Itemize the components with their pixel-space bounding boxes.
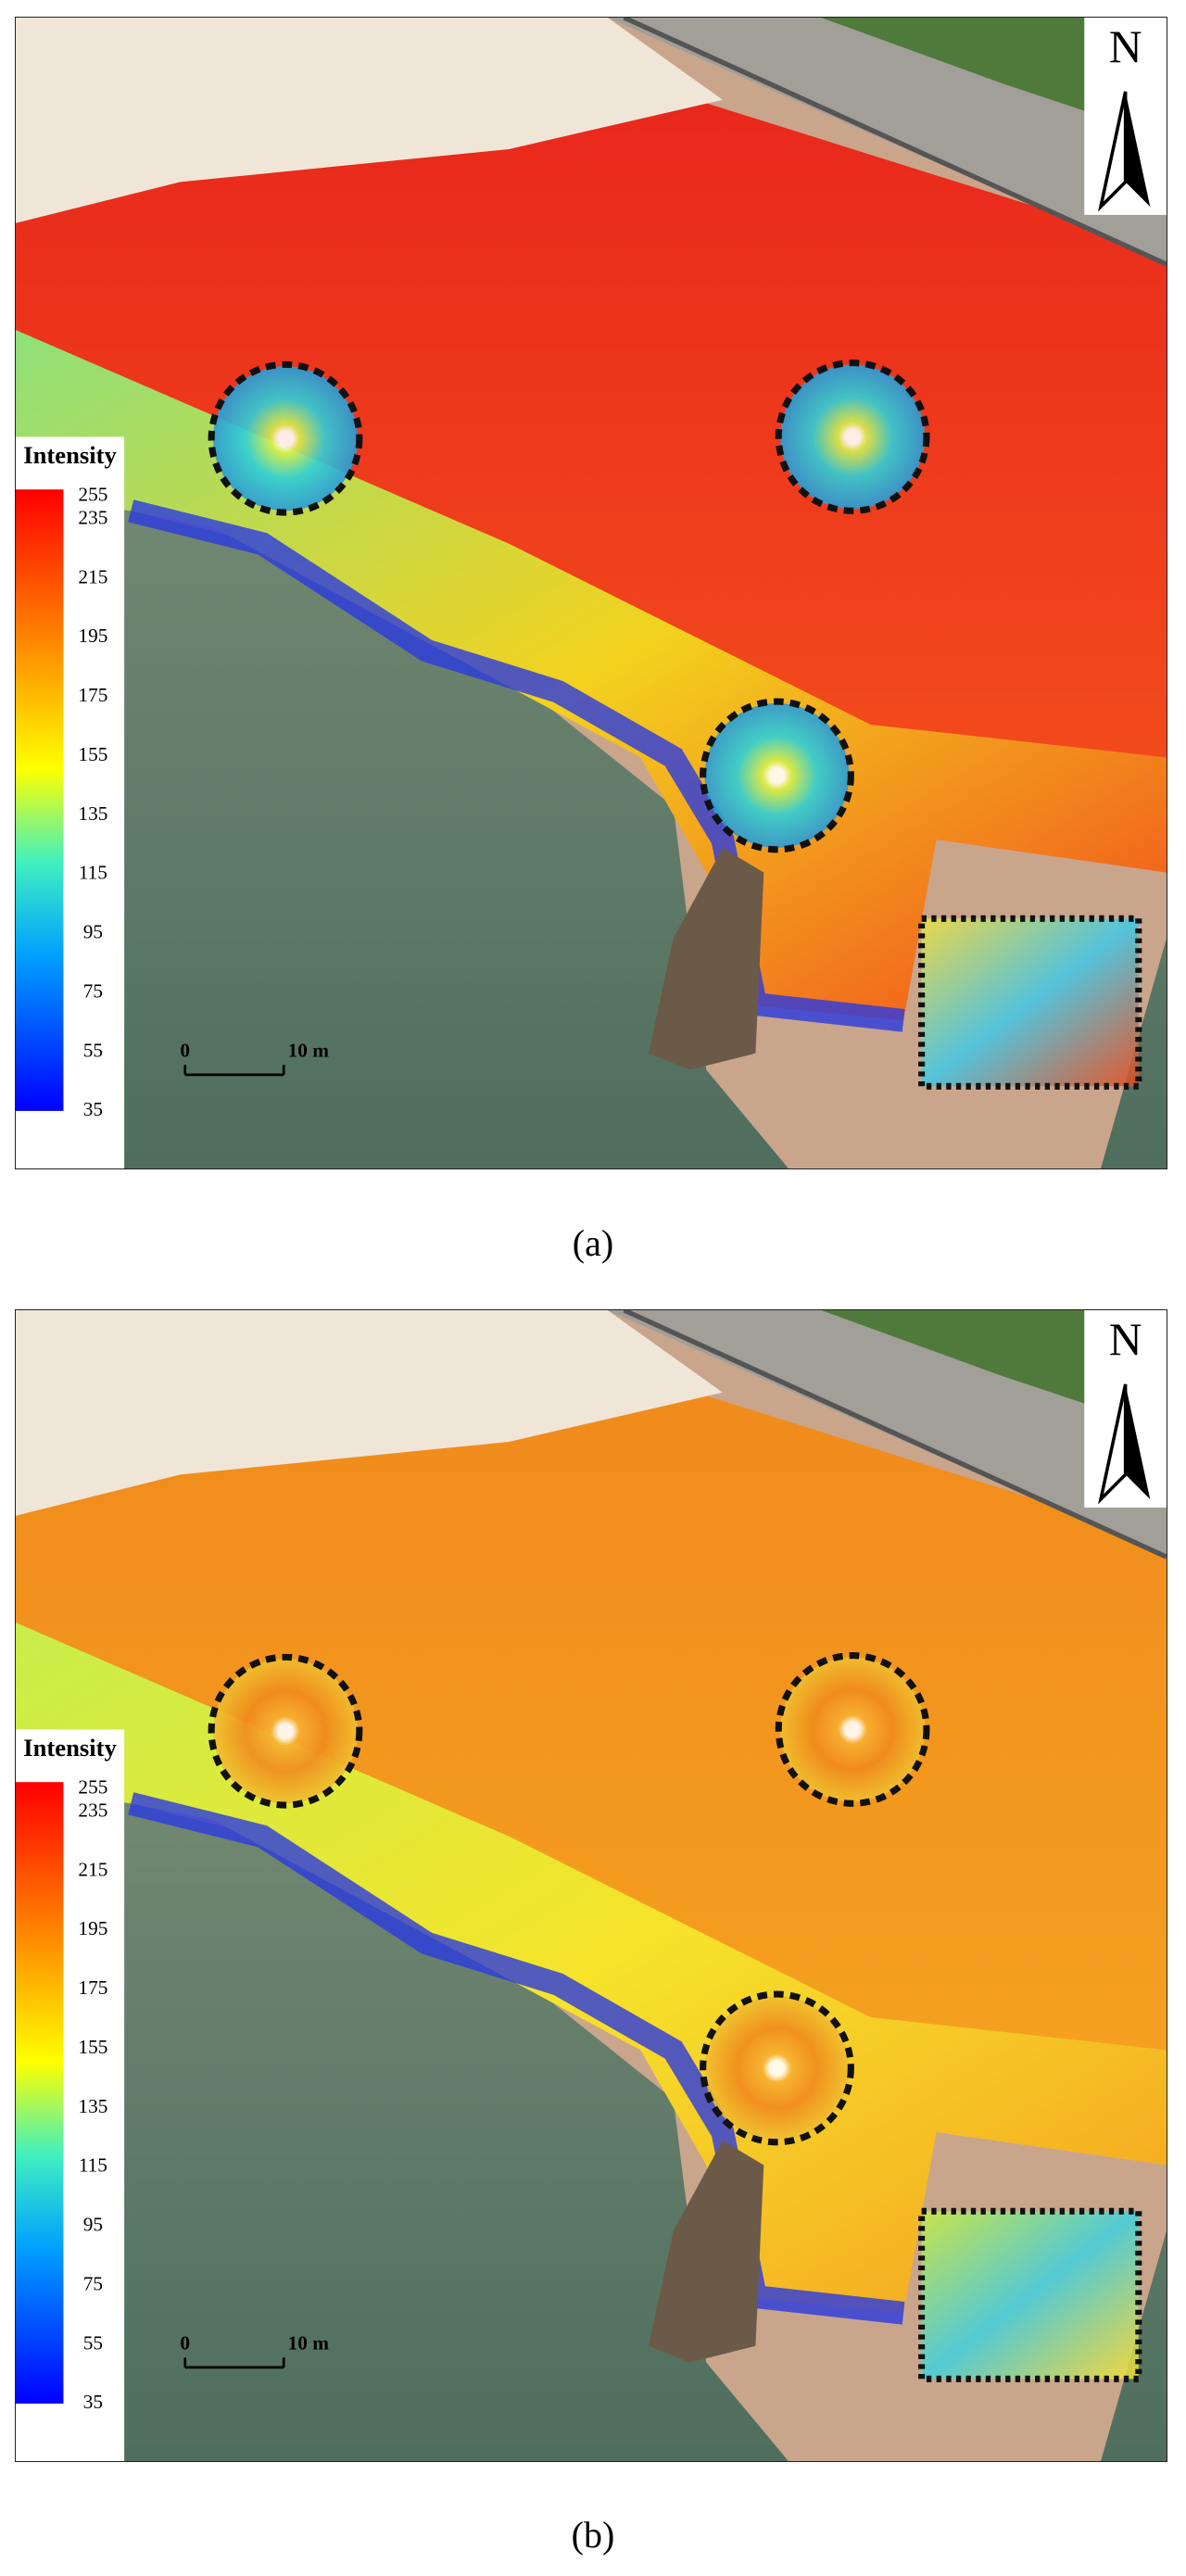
area-fill [921, 2211, 1139, 2380]
panel-caption: (a) [572, 1222, 614, 1264]
target-ring [212, 1659, 359, 1804]
target-ring [780, 1657, 926, 1802]
legend-title: Intensity [23, 1734, 117, 1762]
legend-tick-label: 95 [83, 921, 103, 943]
colorbar [16, 489, 64, 1111]
legend-tick-label: 175 [78, 684, 107, 706]
legend-tick-label: 35 [83, 1098, 103, 1120]
dry-sand [16, 1310, 723, 1516]
dry-sand [16, 18, 723, 223]
legend-tick-label: 255 [78, 484, 107, 506]
target-circle [208, 1653, 363, 1809]
legend-tick-label: 175 [78, 1976, 107, 1999]
target-circle [700, 698, 854, 853]
legend-tick-label: 95 [83, 2214, 103, 2236]
jetty [649, 848, 764, 1070]
north-label: N [1109, 21, 1142, 72]
target-circle [700, 1990, 854, 2146]
legend-tick-label: 135 [78, 802, 107, 825]
highlight-box [918, 915, 1142, 1090]
scale-start: 0 [180, 2331, 190, 2354]
legend-tick-label: 155 [78, 743, 107, 765]
vegetation [821, 18, 1151, 133]
legend-tick-label: 215 [78, 1858, 107, 1880]
high-intensity-band [16, 1359, 1167, 2051]
scale-start: 0 [180, 1039, 190, 1061]
colorbar [16, 1782, 64, 2404]
legend-tick-label: 155 [78, 2036, 107, 2058]
target-circle [775, 1652, 930, 1807]
legend-tick-label: 235 [78, 1799, 107, 1821]
legend-tick-label: 195 [78, 1917, 107, 1939]
legend-tick-label: 215 [78, 565, 107, 587]
legend-tick-label: 115 [79, 862, 107, 884]
curb [623, 18, 1167, 267]
legend-tick-label: 75 [83, 2272, 103, 2294]
north-label: N [1109, 1314, 1142, 1365]
target-circle [775, 360, 930, 514]
legend-tick-label: 75 [83, 979, 103, 1002]
legend-tick-label: 195 [78, 625, 107, 647]
scale-end: 10 m [288, 2331, 330, 2354]
target-ring [212, 366, 359, 511]
highlight-box [918, 2207, 1142, 2382]
jetty [649, 2140, 764, 2363]
target-ring [780, 364, 926, 510]
legend-tick-label: 135 [78, 2095, 107, 2117]
vegetation [821, 1310, 1151, 1426]
legend-tick-label: 35 [83, 2391, 103, 2413]
curb [623, 1310, 1167, 1559]
legend-tick-label: 55 [83, 2331, 103, 2354]
legend-title: Intensity [23, 441, 117, 469]
target-ring [704, 702, 850, 849]
area-fill [921, 918, 1139, 1087]
panel-caption: (b) [571, 2514, 615, 2556]
legend-tick-label: 55 [83, 1039, 103, 1061]
legend-tick-label: 255 [78, 1776, 107, 1799]
scale-end: 10 m [288, 1039, 330, 1061]
target-ring [704, 1995, 850, 2141]
target-circle [208, 360, 363, 516]
legend-tick-label: 235 [78, 506, 107, 528]
high-intensity-band [16, 67, 1167, 758]
legend-tick-label: 115 [79, 2154, 107, 2177]
